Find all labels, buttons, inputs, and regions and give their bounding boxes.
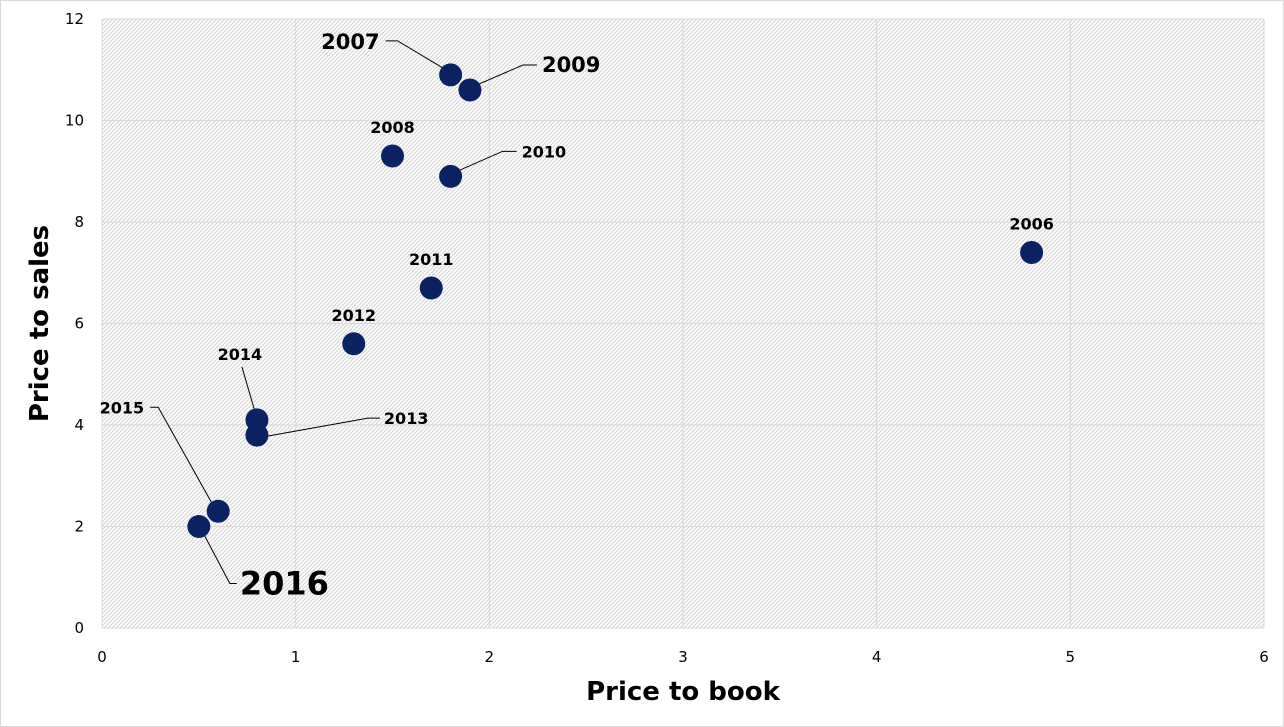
data-point-2008 bbox=[381, 144, 404, 168]
gridlines bbox=[101, 18, 1265, 629]
data-label-2006: 2006 bbox=[1009, 214, 1054, 233]
y-tick-label: 8 bbox=[74, 213, 84, 231]
y-tick-label: 12 bbox=[65, 10, 84, 28]
y-tick-label: 2 bbox=[74, 518, 84, 536]
data-label-2010: 2010 bbox=[522, 142, 567, 161]
data-label-2011: 2011 bbox=[409, 250, 454, 269]
data-label-2016: 2016 bbox=[240, 565, 329, 603]
label-leader-lines bbox=[150, 40, 537, 584]
leader-line-2007 bbox=[385, 40, 448, 72]
y-tick-label: 0 bbox=[74, 619, 84, 637]
data-label-2009: 2009 bbox=[542, 53, 600, 77]
y-axis-title: Price to sales bbox=[25, 225, 55, 422]
data-point-2009 bbox=[458, 78, 482, 102]
data-point-2006 bbox=[1020, 240, 1044, 264]
data-points bbox=[187, 63, 1044, 538]
leader-line-2009 bbox=[471, 64, 537, 88]
x-axis-ticks: 0 1 2 3 4 5 6 bbox=[97, 648, 1269, 666]
leader-line-2014 bbox=[241, 366, 257, 416]
data-label-2015: 2015 bbox=[100, 398, 145, 417]
x-tick-label: 2 bbox=[485, 648, 495, 666]
y-axis-ticks: 0 2 4 6 8 10 12 bbox=[65, 10, 84, 637]
x-tick-label: 1 bbox=[291, 648, 301, 666]
x-tick-label: 3 bbox=[678, 648, 688, 666]
data-label-2007: 2007 bbox=[321, 30, 379, 54]
data-point-2016 bbox=[187, 515, 211, 538]
data-label-2014: 2014 bbox=[218, 345, 263, 364]
leader-line-2015 bbox=[150, 406, 215, 508]
data-label-2012: 2012 bbox=[332, 306, 377, 325]
data-point-2010 bbox=[439, 164, 463, 188]
x-tick-label: 6 bbox=[1259, 648, 1269, 666]
x-tick-label: 4 bbox=[872, 648, 882, 666]
data-point-2011 bbox=[419, 276, 443, 300]
leader-line-2013 bbox=[261, 417, 380, 438]
leader-line-2016 bbox=[201, 530, 237, 584]
x-axis-title: Price to book bbox=[586, 677, 781, 707]
data-point-2015 bbox=[206, 499, 230, 523]
x-tick-label: 0 bbox=[97, 648, 107, 666]
data-label-2013: 2013 bbox=[384, 409, 429, 428]
leader-line-2010 bbox=[452, 150, 517, 174]
y-tick-label: 6 bbox=[74, 315, 84, 333]
data-point-2012 bbox=[342, 332, 366, 356]
data-point-2014 bbox=[245, 408, 269, 432]
data-label-2008: 2008 bbox=[370, 118, 415, 137]
data-point-2007 bbox=[439, 63, 463, 87]
data-labels: 2006 2007 2008 2009 2010 2011 2012 2013 2014 2015… bbox=[100, 30, 1054, 603]
y-tick-label: 4 bbox=[74, 416, 84, 434]
x-tick-label: 5 bbox=[1066, 648, 1076, 666]
y-tick-label: 10 bbox=[65, 112, 84, 130]
